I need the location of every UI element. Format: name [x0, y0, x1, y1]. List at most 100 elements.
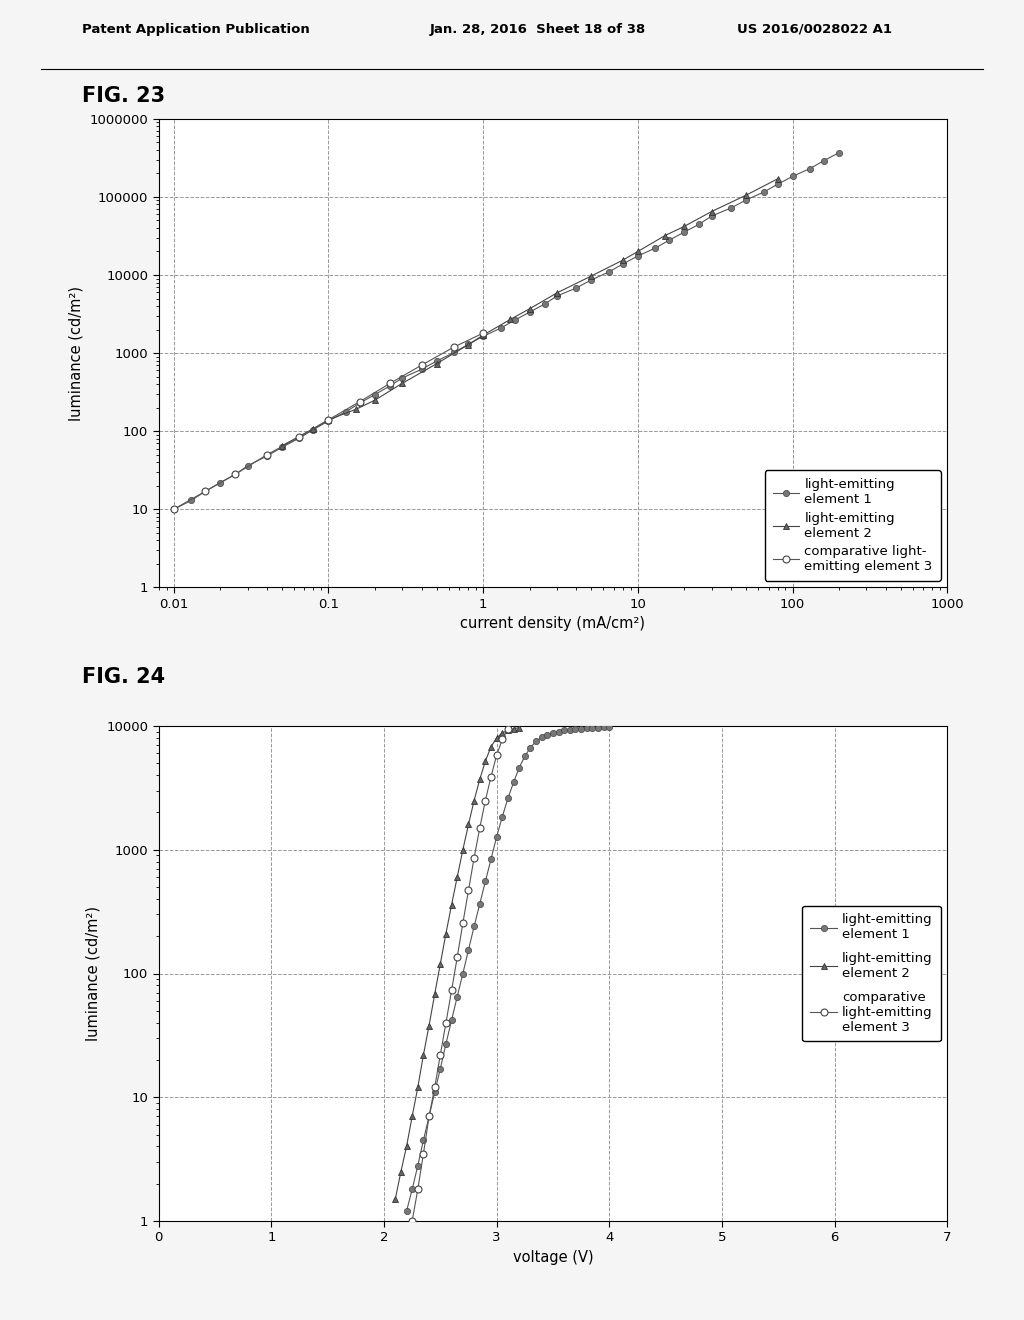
light-emitting
element 1: [423, 1109, 435, 1125]
light-emitting
element 1: [242, 458, 254, 474]
X-axis label: current density (mA/cm²): current density (mA/cm²): [461, 616, 645, 631]
light-emitting
element 1: [434, 1061, 446, 1077]
light-emitting
element 1: [530, 734, 543, 750]
light-emitting
element 1: [547, 725, 559, 741]
light-emitting
element 1: [585, 272, 597, 288]
Line: light-emitting
element 1: light-emitting element 1: [403, 725, 612, 1214]
light-emitting
element 1: [495, 321, 507, 337]
light-emitting
element 1: [632, 248, 644, 264]
light-emitting
element 1: [586, 719, 598, 735]
light-emitting
element 1: [553, 723, 565, 739]
comparative
light-emitting
element 3: [457, 915, 469, 931]
light-emitting
element 1: [477, 329, 489, 345]
light-emitting
element 1: [551, 288, 563, 304]
light-emitting
element 2: [585, 268, 597, 284]
light-emitting
element 1: [384, 378, 396, 393]
light-emitting
element 2: [706, 203, 718, 219]
Line: light-emitting
element 1: light-emitting element 1: [171, 149, 842, 512]
Y-axis label: luminance (cd/m²): luminance (cd/m²): [86, 906, 100, 1041]
light-emitting
element 1: [833, 145, 845, 161]
comparative
light-emitting
element 3: [490, 747, 503, 763]
light-emitting
element 1: [664, 232, 676, 248]
comparative
light-emitting
element 3: [485, 768, 498, 784]
light-emitting
element 1: [592, 719, 604, 735]
comparative light-
emitting element 3: [323, 412, 335, 428]
light-emitting
element 2: [369, 392, 381, 408]
light-emitting
element 2: [389, 1191, 401, 1206]
light-emitting
element 2: [496, 725, 508, 741]
light-emitting
element 2: [307, 421, 319, 437]
light-emitting
element 1: [449, 345, 461, 360]
light-emitting
element 2: [771, 172, 783, 187]
light-emitting
element 2: [551, 285, 563, 301]
light-emitting
element 1: [563, 722, 575, 738]
light-emitting
element 1: [473, 896, 486, 912]
light-emitting
element 1: [818, 153, 830, 169]
comparative light-
emitting element 3: [354, 393, 367, 409]
light-emitting
element 1: [214, 475, 226, 491]
light-emitting
element 2: [479, 754, 492, 770]
light-emitting
element 1: [416, 362, 428, 378]
light-emitting
element 1: [678, 224, 690, 240]
light-emitting
element 2: [394, 1164, 407, 1180]
Text: FIG. 24: FIG. 24: [82, 667, 165, 686]
Y-axis label: luminance (cd/m²): luminance (cd/m²): [69, 285, 84, 421]
light-emitting
element 2: [349, 401, 361, 417]
light-emitting
element 1: [739, 193, 752, 209]
light-emitting
element 2: [616, 252, 629, 268]
light-emitting
element 1: [490, 829, 503, 845]
light-emitting
element 1: [275, 440, 288, 455]
light-emitting
element 1: [758, 185, 770, 201]
comparative light-
emitting element 3: [293, 429, 305, 445]
light-emitting
element 1: [462, 337, 474, 352]
light-emitting
element 1: [440, 1036, 453, 1052]
light-emitting
element 2: [428, 986, 440, 1002]
light-emitting
element 1: [558, 722, 570, 738]
light-emitting
element 1: [418, 1133, 430, 1148]
Text: Jan. 28, 2016  Sheet 18 of 38: Jan. 28, 2016 Sheet 18 of 38: [430, 22, 646, 36]
comparative
light-emitting
element 3: [440, 1015, 453, 1031]
light-emitting
element 2: [463, 817, 475, 833]
comparative light-
emitting element 3: [449, 339, 461, 355]
light-emitting
element 2: [477, 327, 489, 343]
comparative
light-emitting
element 3: [412, 1181, 424, 1197]
light-emitting
element 1: [804, 161, 816, 177]
light-emitting
element 1: [502, 791, 514, 807]
light-emitting
element 2: [523, 301, 536, 317]
comparative
light-emitting
element 3: [418, 1146, 430, 1162]
light-emitting
element 1: [428, 1084, 440, 1100]
light-emitting
element 2: [396, 375, 409, 391]
Text: Patent Application Publication: Patent Application Publication: [82, 22, 309, 36]
light-emitting
element 1: [509, 313, 521, 329]
Legend: light-emitting
element 1, light-emitting
element 2, comparative
light-emitting
e: light-emitting element 1, light-emitting…: [803, 906, 941, 1041]
Text: US 2016/0028022 A1: US 2016/0028022 A1: [737, 22, 892, 36]
light-emitting
element 1: [603, 719, 615, 735]
X-axis label: voltage (V): voltage (V): [513, 1250, 593, 1265]
light-emitting
element 1: [693, 216, 706, 232]
comparative
light-emitting
element 3: [496, 731, 508, 747]
light-emitting
element 1: [575, 721, 588, 737]
comparative
light-emitting
element 3: [479, 792, 492, 808]
comparative light-
emitting element 3: [477, 325, 489, 341]
light-emitting
element 1: [570, 280, 583, 296]
light-emitting
element 2: [323, 412, 335, 428]
light-emitting
element 2: [632, 244, 644, 260]
light-emitting
element 2: [504, 312, 516, 327]
light-emitting
element 1: [396, 370, 409, 385]
light-emitting
element 1: [463, 942, 475, 958]
light-emitting
element 1: [706, 209, 718, 224]
light-emitting
element 2: [457, 842, 469, 858]
light-emitting
element 1: [786, 169, 799, 185]
light-emitting
element 1: [400, 1204, 413, 1220]
light-emitting
element 1: [569, 721, 582, 737]
comparative light-
emitting element 3: [416, 358, 428, 374]
light-emitting
element 1: [323, 413, 335, 429]
light-emitting
element 2: [468, 792, 480, 808]
Line: comparative light-
emitting element 3: comparative light- emitting element 3: [170, 330, 486, 512]
light-emitting
element 2: [490, 730, 503, 746]
light-emitting
element 2: [445, 896, 458, 912]
light-emitting
element 1: [518, 748, 530, 764]
light-emitting
element 1: [539, 296, 551, 312]
light-emitting
element 1: [199, 483, 211, 499]
comparative
light-emitting
element 3: [502, 721, 514, 737]
